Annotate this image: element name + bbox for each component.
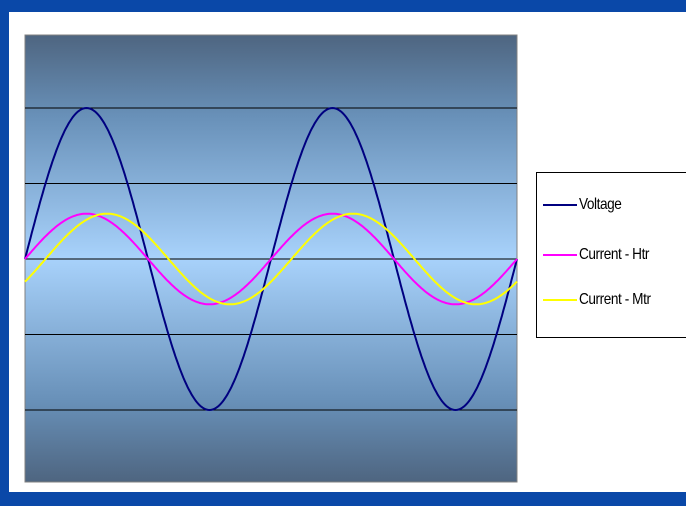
- legend-item-current-mtr: Current - Mtr: [543, 288, 663, 312]
- legend-label-current-mtr: Current - Mtr: [579, 291, 651, 308]
- legend-item-voltage: Voltage: [543, 193, 629, 217]
- legend: Voltage Current - Htr Current - Mtr: [536, 172, 686, 338]
- legend-swatch-current-mtr: [543, 299, 577, 301]
- legend-item-current-htr: Current - Htr: [543, 243, 661, 267]
- legend-swatch-current-htr: [543, 254, 577, 256]
- series-line-current-mtr: [24, 212, 518, 306]
- legend-swatch-voltage: [543, 204, 577, 206]
- series-line-current-htr: [24, 212, 518, 306]
- legend-label-voltage: Voltage: [579, 196, 622, 213]
- series-lines: [24, 106, 518, 412]
- legend-label-current-htr: Current - Htr: [579, 246, 650, 263]
